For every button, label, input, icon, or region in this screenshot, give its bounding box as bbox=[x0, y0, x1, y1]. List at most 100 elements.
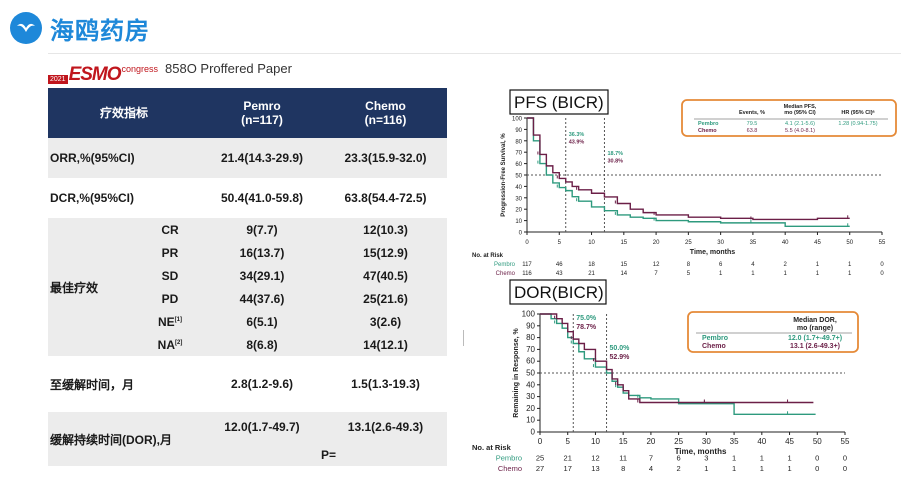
y-tick-label: 80 bbox=[526, 333, 535, 342]
x-tick-label: 50 bbox=[813, 437, 822, 446]
esmo-word: ESMO bbox=[68, 64, 122, 85]
y-tick-label: 70 bbox=[526, 345, 535, 354]
dor-chemo: 13.1(2.6-49.3) bbox=[324, 412, 447, 466]
y-axis-label: Remaining in Response, % bbox=[513, 327, 520, 417]
x-tick-label: 55 bbox=[879, 240, 886, 246]
legend-header: HR (95% CI)ᵃ bbox=[841, 110, 875, 116]
x-tick-label: 35 bbox=[750, 240, 757, 246]
footnote-mark: [1] bbox=[174, 316, 182, 323]
row-label-dcr: DCR,%(95%CI) bbox=[50, 191, 135, 205]
risk-value: 1 bbox=[704, 464, 708, 473]
risk-value: 2 bbox=[784, 262, 788, 268]
best-chemo: 47(40.5) bbox=[324, 264, 447, 287]
legend-header: mo (range) bbox=[797, 325, 833, 332]
x-tick-label: 10 bbox=[588, 240, 595, 246]
table-row: NA[2] 8(6.8) 14(12.1) bbox=[48, 333, 447, 356]
y-tick-label: 100 bbox=[512, 117, 523, 123]
header-divider bbox=[48, 53, 901, 54]
risk-value: 0 bbox=[843, 464, 847, 473]
table-row: 缓解持续时间(DOR),月 12.0(1.7-49.7) P= 13.1(2.6… bbox=[48, 412, 447, 466]
y-tick-label: 90 bbox=[526, 321, 535, 330]
risk-value: 46 bbox=[556, 262, 563, 268]
x-tick-label: 30 bbox=[702, 437, 711, 446]
risk-value: 1 bbox=[816, 271, 820, 277]
risk-value: 1 bbox=[760, 454, 764, 463]
x-tick-label: 20 bbox=[653, 240, 660, 246]
pharmacy-logo: 海鸥药房 bbox=[10, 8, 150, 48]
y-tick-label: 20 bbox=[515, 208, 522, 214]
annot-6mo-pembro: 36.3% bbox=[569, 132, 585, 138]
row-label-best-response: 最佳疗效 bbox=[48, 218, 140, 356]
legend-header: mo (95% CI) bbox=[784, 110, 816, 116]
orr-chemo: 23.3(15.9-32.0) bbox=[324, 138, 447, 178]
x-tick-label: 25 bbox=[685, 240, 692, 246]
y-tick-label: 70 bbox=[515, 151, 522, 157]
best-key: CR bbox=[140, 218, 200, 241]
risk-value: 116 bbox=[522, 271, 532, 277]
y-tick-label: 90 bbox=[515, 128, 522, 134]
x-tick-label: 40 bbox=[782, 240, 789, 246]
x-tick-label: 0 bbox=[538, 437, 543, 446]
risk-value: 7 bbox=[649, 454, 653, 463]
risk-row-label: Chemo bbox=[496, 271, 516, 277]
header-metric: 疗效指标 bbox=[48, 88, 200, 138]
best-key: PR bbox=[140, 241, 200, 264]
ttr-pembro: 2.8(1.2-9.6) bbox=[230, 377, 294, 391]
best-chemo: 3(2.6) bbox=[324, 310, 447, 333]
x-tick-label: 25 bbox=[674, 437, 683, 446]
header-chemo: Chemo (n=116) bbox=[324, 88, 447, 138]
y-tick-label: 40 bbox=[526, 380, 535, 389]
risk-value: 12 bbox=[591, 454, 599, 463]
header-chemo-text: Chemo (n=116) bbox=[364, 99, 407, 127]
risk-value: 43 bbox=[556, 271, 563, 277]
x-axis-label: Time, months bbox=[690, 249, 735, 256]
x-axis-label: Time, months bbox=[675, 447, 727, 456]
x-tick-label: 15 bbox=[619, 437, 628, 446]
legend-series-name: Pembro bbox=[702, 335, 728, 342]
risk-value: 1 bbox=[760, 464, 764, 473]
best-pembro: 34(29.1) bbox=[200, 264, 324, 287]
chart-title: DOR(BICR) bbox=[514, 283, 604, 302]
y-tick-label: 30 bbox=[526, 392, 535, 401]
esmo-congress: congress bbox=[121, 64, 159, 74]
km-curve-pembro bbox=[527, 117, 850, 227]
legend-box bbox=[681, 99, 897, 137]
dor-pembro: 12.0(1.7-49.7) P= bbox=[200, 412, 336, 466]
risk-value: 13 bbox=[591, 464, 599, 473]
y-tick-label: 10 bbox=[526, 416, 535, 425]
annot-6mo-chemo: 78.7% bbox=[576, 324, 597, 331]
chart-title: PFS (BICR) bbox=[514, 93, 604, 112]
y-tick-label: 100 bbox=[522, 310, 536, 319]
risk-value: 18 bbox=[588, 262, 595, 268]
annot-12mo-pembro: 18.7% bbox=[607, 151, 623, 157]
dor-pembro-value: 12.0(1.7-49.7) bbox=[224, 420, 300, 434]
legend-value: 12.0 (1.7+-49.7+) bbox=[788, 335, 842, 342]
x-tick-label: 45 bbox=[785, 437, 794, 446]
header-pembro-text: Pemro (n=117) bbox=[241, 99, 283, 127]
divider bbox=[463, 330, 464, 346]
risk-value: 117 bbox=[522, 262, 532, 268]
best-chemo: 14(12.1) bbox=[324, 333, 447, 356]
x-tick-label: 45 bbox=[814, 240, 821, 246]
table-row: PR 16(13.7) 15(12.9) bbox=[48, 241, 447, 264]
risk-value: 14 bbox=[620, 271, 627, 277]
y-tick-label: 60 bbox=[526, 357, 535, 366]
km-curve-chemo bbox=[540, 313, 814, 404]
annot-12mo-chemo: 30.8% bbox=[607, 159, 623, 165]
y-tick-label: 60 bbox=[515, 162, 522, 168]
legend-series-name: Chemo bbox=[698, 128, 717, 134]
y-tick-label: 80 bbox=[515, 139, 522, 145]
x-tick-label: 15 bbox=[620, 240, 627, 246]
y-tick-label: 10 bbox=[515, 219, 522, 225]
risk-value: 7 bbox=[654, 271, 658, 277]
risk-row-label: Chemo bbox=[498, 464, 522, 473]
risk-value: 1 bbox=[816, 262, 820, 268]
km-curve-chemo bbox=[527, 117, 850, 221]
x-tick-label: 20 bbox=[646, 437, 655, 446]
x-tick-label: 5 bbox=[566, 437, 571, 446]
best-key: SD bbox=[140, 264, 200, 287]
risk-value: 1 bbox=[751, 271, 755, 277]
risk-value: 0 bbox=[815, 464, 819, 473]
best-key: NE[1] bbox=[140, 310, 200, 333]
